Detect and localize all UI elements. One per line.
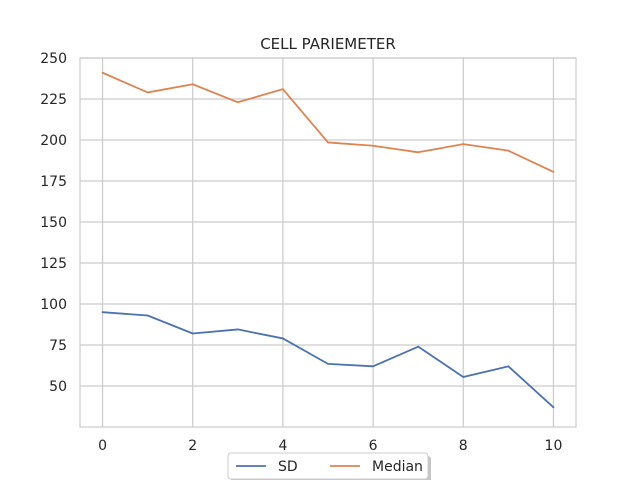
y-tick-label: 50 [49,379,67,395]
legend-label: Median [372,459,423,475]
legend-label: SD [278,459,298,475]
x-tick-label: 4 [278,438,287,454]
data-point [552,406,555,409]
data-point [146,91,149,94]
data-point [507,365,510,368]
x-tick-label: 6 [369,438,378,454]
data-point [372,365,374,368]
y-axis: 50 75 100 125 150 175 200 225 250 [40,51,67,395]
x-tick-label: 8 [459,438,468,454]
data-point [191,83,194,86]
series-line-median [102,71,554,173]
data-point [236,101,239,104]
y-tick-label: 250 [40,51,67,67]
data-point [101,71,104,74]
series-line-sd [102,311,555,408]
y-tick-label: 175 [40,174,67,190]
series-group [101,71,555,409]
y-tick-label: 125 [40,256,67,272]
data-point [462,143,465,146]
y-tick-label: 100 [40,297,67,313]
data-point [372,144,374,147]
y-tick-label: 225 [40,92,67,108]
data-point [417,345,420,348]
y-tick-label: 200 [40,133,67,149]
grid [80,57,576,427]
data-point [236,328,239,331]
data-point [552,171,555,173]
plot-frame [79,57,577,428]
data-point [282,337,284,340]
data-point [507,149,510,152]
data-point [417,151,420,154]
chart-title: CELL PARIEMETER [260,35,396,53]
x-axis: 0 2 4 6 8 10 [98,438,562,454]
x-tick-label: 0 [98,438,107,454]
x-tick-label: 2 [188,438,197,454]
y-tick-label: 150 [40,215,67,231]
data-point [101,311,104,314]
data-point [146,314,149,317]
y-tick-label: 75 [49,338,67,354]
data-point [462,376,465,378]
legend[interactable]: SD Median [227,452,431,480]
x-tick-label: 10 [545,438,563,454]
data-point [282,88,284,91]
data-point [191,332,194,335]
data-point [327,362,329,365]
legend-box [227,452,429,480]
data-point [327,141,329,144]
